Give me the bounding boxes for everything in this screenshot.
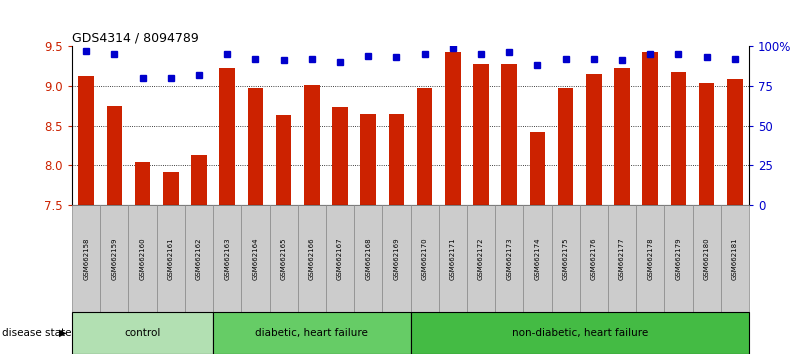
Bar: [128, 205, 157, 312]
Bar: [445, 52, 461, 205]
Bar: [523, 205, 552, 312]
Bar: [191, 155, 207, 205]
Bar: [248, 88, 264, 205]
Bar: [298, 205, 326, 312]
Text: GSM662172: GSM662172: [478, 237, 484, 280]
Text: GDS4314 / 8094789: GDS4314 / 8094789: [72, 32, 199, 45]
Bar: [642, 52, 658, 205]
Text: GSM662162: GSM662162: [196, 237, 202, 280]
Text: GSM662167: GSM662167: [337, 237, 343, 280]
Bar: [557, 88, 574, 205]
Text: GSM662180: GSM662180: [703, 237, 710, 280]
Bar: [72, 312, 213, 354]
Text: GSM662175: GSM662175: [562, 237, 569, 280]
Text: GSM662173: GSM662173: [506, 237, 512, 280]
Text: GSM662178: GSM662178: [647, 237, 654, 280]
Bar: [78, 76, 94, 205]
Text: GSM662159: GSM662159: [111, 237, 118, 280]
Bar: [467, 205, 495, 312]
Text: GSM662158: GSM662158: [83, 237, 89, 280]
Text: GSM662179: GSM662179: [675, 237, 682, 280]
Bar: [473, 64, 489, 205]
Text: GSM662169: GSM662169: [393, 237, 400, 280]
Bar: [529, 132, 545, 205]
Bar: [157, 205, 185, 312]
Text: GSM662160: GSM662160: [139, 237, 146, 280]
Text: GSM662176: GSM662176: [591, 237, 597, 280]
Bar: [241, 205, 269, 312]
Text: GSM662161: GSM662161: [167, 237, 174, 280]
Text: GSM662168: GSM662168: [365, 237, 371, 280]
Text: non-diabetic, heart failure: non-diabetic, heart failure: [512, 328, 648, 338]
Text: GSM662163: GSM662163: [224, 237, 230, 280]
Text: GSM662164: GSM662164: [252, 237, 259, 280]
Bar: [552, 205, 580, 312]
Text: GSM662174: GSM662174: [534, 237, 541, 280]
Bar: [411, 312, 749, 354]
Bar: [495, 205, 523, 312]
Bar: [219, 68, 235, 205]
Bar: [135, 161, 151, 205]
Bar: [360, 114, 376, 205]
Bar: [382, 205, 411, 312]
Bar: [213, 205, 241, 312]
Bar: [269, 205, 298, 312]
Bar: [636, 205, 664, 312]
Bar: [100, 205, 128, 312]
Bar: [501, 64, 517, 205]
Text: diabetic, heart failure: diabetic, heart failure: [256, 328, 368, 338]
Bar: [354, 205, 382, 312]
Bar: [163, 172, 179, 205]
Text: GSM662181: GSM662181: [732, 237, 738, 280]
Bar: [721, 205, 749, 312]
Bar: [614, 68, 630, 205]
Text: GSM662166: GSM662166: [309, 237, 315, 280]
Text: disease state: disease state: [2, 328, 71, 338]
Bar: [586, 74, 602, 205]
Bar: [693, 205, 721, 312]
Text: GSM662177: GSM662177: [619, 237, 625, 280]
Bar: [439, 205, 467, 312]
Bar: [304, 85, 320, 205]
Bar: [276, 115, 292, 205]
Bar: [326, 205, 354, 312]
Bar: [411, 205, 439, 312]
Bar: [580, 205, 608, 312]
Bar: [670, 72, 686, 205]
Bar: [72, 205, 100, 312]
Bar: [727, 79, 743, 205]
Bar: [388, 114, 405, 205]
Bar: [107, 106, 122, 205]
Bar: [332, 107, 348, 205]
Text: GSM662165: GSM662165: [280, 237, 287, 280]
Bar: [213, 312, 411, 354]
Text: ▶: ▶: [58, 328, 66, 338]
Bar: [185, 205, 213, 312]
Bar: [417, 88, 433, 205]
Text: GSM662171: GSM662171: [450, 237, 456, 280]
Bar: [608, 205, 636, 312]
Text: control: control: [124, 328, 161, 338]
Text: GSM662170: GSM662170: [421, 237, 428, 280]
Bar: [699, 84, 714, 205]
Bar: [664, 205, 693, 312]
